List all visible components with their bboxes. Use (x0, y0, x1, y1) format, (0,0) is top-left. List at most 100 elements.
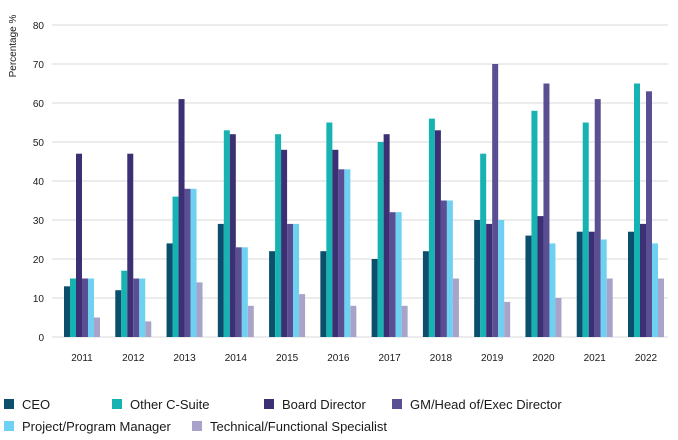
legend-label: Technical/Functional Specialist (210, 418, 388, 434)
bar (474, 220, 481, 337)
bar (549, 243, 556, 337)
bar (588, 231, 595, 337)
bar (492, 64, 499, 337)
bar (640, 223, 646, 337)
bar (555, 298, 562, 337)
bar (172, 196, 179, 337)
y-tick-label: 0 (38, 333, 44, 344)
legend-swatch (112, 399, 122, 409)
legend-label: Project/Program Manager (22, 418, 171, 434)
bar (531, 110, 538, 337)
bar (281, 149, 288, 337)
bar (166, 243, 173, 337)
bar (70, 278, 76, 337)
bar (82, 278, 88, 337)
bar (229, 134, 236, 337)
bar (371, 259, 378, 337)
bar (452, 278, 459, 337)
bar (543, 83, 550, 337)
bar (594, 99, 601, 337)
bar (383, 134, 390, 337)
x-tick-label: 2022 (635, 353, 658, 364)
legend-item: GM/Head of/Exec Director (392, 396, 562, 412)
bar (537, 216, 544, 337)
x-tick-label: 2013 (173, 353, 196, 364)
y-tick-label: 20 (33, 255, 45, 266)
y-tick-label: 30 (33, 216, 45, 227)
bar (498, 220, 505, 337)
bar (115, 290, 122, 337)
legend-label: Other C-Suite (130, 396, 210, 412)
bar (235, 247, 242, 337)
legend-swatch (4, 399, 14, 409)
bar (606, 278, 613, 337)
bar (241, 247, 248, 337)
bar (139, 278, 146, 337)
bar (480, 153, 487, 337)
bar (377, 142, 384, 337)
legend-swatch (392, 399, 402, 409)
x-tick-label: 2011 (71, 353, 93, 364)
bar (269, 251, 276, 337)
bar (338, 169, 345, 337)
bar (293, 223, 300, 337)
legend-item: Technical/Functional Specialist (192, 418, 387, 434)
x-tick-label: 2017 (379, 353, 402, 364)
bar (287, 223, 294, 337)
x-tick-label: 2020 (532, 353, 555, 364)
bar (184, 188, 191, 337)
legend-label: Board Director (282, 396, 366, 412)
bar (88, 278, 94, 337)
bar (121, 270, 128, 337)
legend-swatch (4, 421, 14, 431)
y-tick-labels: 0 10 20 30 40 50 60 70 80 (33, 21, 45, 344)
y-tick-label: 10 (33, 294, 45, 305)
bar (504, 301, 511, 337)
legend-item: CEO (4, 396, 50, 412)
bar (190, 188, 197, 337)
bar (247, 305, 254, 337)
bar (350, 305, 357, 337)
bar (64, 286, 70, 337)
y-tick-label: 80 (33, 21, 45, 32)
x-tick-label: 2012 (122, 353, 145, 364)
bar (395, 212, 402, 337)
legend-label: CEO (22, 396, 51, 412)
y-tick-label: 50 (33, 138, 45, 149)
bar (525, 235, 532, 337)
bar (275, 134, 282, 337)
x-tick-label: 2018 (430, 353, 453, 364)
bar (145, 321, 152, 337)
bar (127, 153, 134, 337)
bar (320, 251, 327, 337)
x-tick-labels: 2011 2012 2013 2014 2015 2016 2017 2018 2019 2020… (71, 353, 657, 364)
gridlines (52, 24, 668, 338)
bar (652, 243, 658, 337)
bar (446, 200, 453, 337)
legend-label: GM/Head of/Exec Director (410, 396, 562, 412)
bar (389, 212, 396, 337)
bar (576, 231, 583, 337)
legend-swatch (192, 421, 202, 431)
bar (223, 130, 230, 337)
bar (628, 231, 634, 337)
legend-item: Other C-Suite (112, 396, 209, 412)
y-tick-label: 70 (33, 60, 45, 71)
x-tick-label: 2015 (276, 353, 299, 364)
y-tick-label: 40 (33, 177, 45, 188)
bar (440, 200, 447, 337)
bar (634, 83, 640, 337)
bar (326, 122, 333, 337)
bar (401, 305, 408, 337)
bars (64, 64, 664, 337)
bar (422, 251, 429, 337)
x-tick-label: 2014 (225, 353, 248, 364)
bar (299, 294, 306, 337)
bar (76, 153, 82, 337)
bar (217, 223, 224, 337)
bar (582, 122, 589, 337)
legend-item: Board Director (264, 396, 366, 412)
y-axis-title: Percentage % (8, 14, 19, 77)
x-tick-label: 2016 (327, 353, 350, 364)
